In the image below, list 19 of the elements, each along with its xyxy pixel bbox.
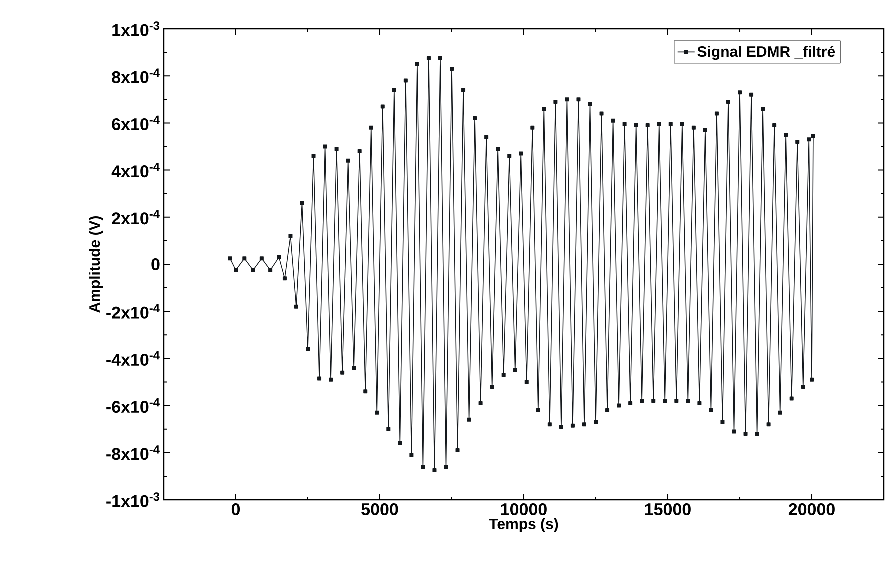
y-tick-label: -6x10$^{-4}$: [106, 398, 160, 414]
y-tick-label: 0: [152, 258, 160, 271]
y-tick-label: -1x10$^{-3}$: [106, 492, 160, 508]
y-tick-label: 2x10$^{-4}$: [112, 210, 160, 225]
x-axis-title: Temps (s): [489, 518, 558, 532]
y-tick-label: 4x10$^{-4}$: [112, 162, 160, 178]
y-tick-label: 8x10$^{-4}$: [112, 68, 160, 84]
x-tick-label: 5000: [362, 504, 398, 516]
y-axis-title: Amplitude (V): [89, 216, 104, 313]
y-tick-label: 6x10$^{-4}$: [112, 116, 160, 130]
y-tick-label: -8x10$^{-4}$: [106, 446, 160, 460]
x-tick-label: 20000: [788, 504, 835, 516]
y-tick-label: -4x10$^{-4}$: [106, 351, 160, 366]
x-tick-label: 15000: [645, 504, 691, 516]
y-tick-label: 1x10$^{-3}$: [112, 22, 160, 36]
x-tick-label: 10000: [501, 504, 547, 516]
y-tick-label: -2x10$^{-4}$: [106, 304, 160, 319]
x-tick-label: 0: [232, 504, 240, 516]
legend-label: Signal EDMR _filtré: [698, 46, 836, 60]
